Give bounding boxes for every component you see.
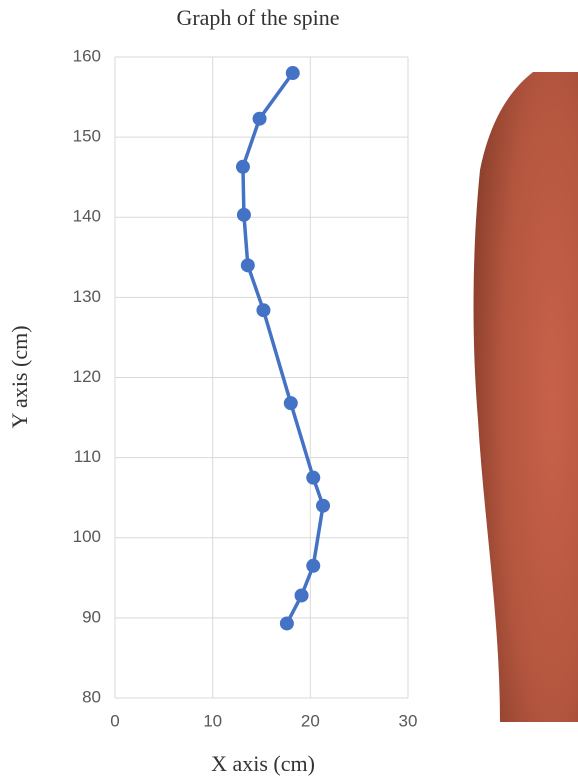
y-axis-label: Y axis (cm) bbox=[7, 325, 32, 428]
data-point bbox=[316, 499, 330, 513]
x-tick-label: 20 bbox=[301, 711, 320, 730]
y-tick-label: 160 bbox=[73, 46, 101, 65]
y-tick-label: 90 bbox=[82, 607, 101, 626]
y-tick-label: 120 bbox=[73, 367, 101, 386]
data-point bbox=[241, 258, 255, 272]
back-photo bbox=[474, 72, 578, 722]
data-point bbox=[286, 66, 300, 80]
x-tick-label: 10 bbox=[203, 711, 222, 730]
x-tick-label: 0 bbox=[110, 711, 119, 730]
series-line bbox=[243, 73, 323, 623]
page: Graph of the spine X axis (cm) Y axis (c… bbox=[0, 0, 578, 782]
data-point bbox=[306, 471, 320, 485]
y-tick-label: 110 bbox=[74, 447, 101, 466]
chart-title: Graph of the spine bbox=[176, 5, 339, 30]
y-tick-label: 140 bbox=[73, 207, 101, 226]
x-tick-label: 30 bbox=[399, 711, 418, 730]
y-tick-label: 80 bbox=[82, 687, 101, 706]
data-point bbox=[306, 559, 320, 573]
plot-area: 80 90 100 110 120 130 140 150 160 0 10 20 30 bbox=[73, 46, 418, 730]
y-tick-label: 100 bbox=[73, 527, 101, 546]
data-point bbox=[280, 616, 294, 630]
data-point bbox=[237, 208, 251, 222]
data-point bbox=[284, 396, 298, 410]
data-point bbox=[253, 112, 267, 126]
data-point bbox=[295, 588, 309, 602]
data-point bbox=[236, 160, 250, 174]
data-point bbox=[256, 303, 270, 317]
y-tick-label: 150 bbox=[73, 127, 101, 146]
x-axis-label: X axis (cm) bbox=[211, 751, 315, 776]
y-tick-label: 130 bbox=[73, 287, 101, 306]
